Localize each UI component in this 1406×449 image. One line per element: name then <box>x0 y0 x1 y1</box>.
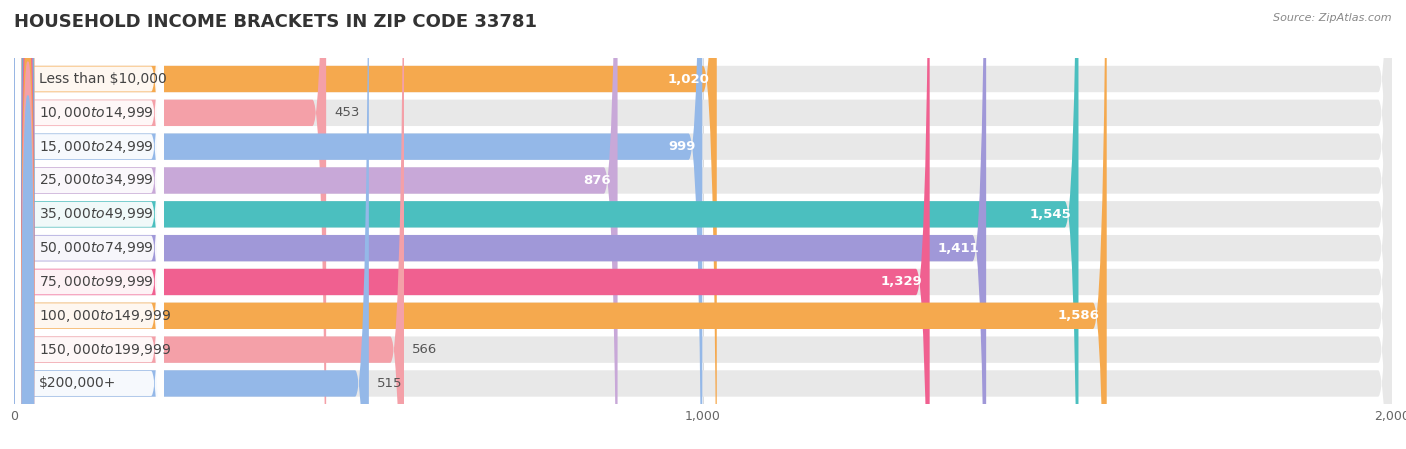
Text: 453: 453 <box>335 106 360 119</box>
FancyBboxPatch shape <box>15 0 163 449</box>
Text: 1,329: 1,329 <box>882 276 922 288</box>
FancyBboxPatch shape <box>14 0 1078 449</box>
Text: $100,000 to $149,999: $100,000 to $149,999 <box>39 308 172 324</box>
Text: 1,411: 1,411 <box>938 242 979 255</box>
FancyBboxPatch shape <box>14 0 1392 449</box>
Text: 566: 566 <box>412 343 437 356</box>
FancyBboxPatch shape <box>14 0 717 449</box>
Circle shape <box>22 96 34 449</box>
FancyBboxPatch shape <box>14 0 1392 449</box>
FancyBboxPatch shape <box>15 0 163 449</box>
Circle shape <box>22 0 34 366</box>
Circle shape <box>22 0 34 449</box>
Circle shape <box>22 0 34 401</box>
FancyBboxPatch shape <box>14 0 1392 449</box>
Text: 1,586: 1,586 <box>1057 309 1099 322</box>
FancyBboxPatch shape <box>15 0 163 449</box>
FancyBboxPatch shape <box>14 0 1392 449</box>
Circle shape <box>22 0 34 449</box>
Circle shape <box>22 0 34 434</box>
Circle shape <box>22 0 34 449</box>
Text: $35,000 to $49,999: $35,000 to $49,999 <box>39 207 153 222</box>
Text: Less than $10,000: Less than $10,000 <box>39 72 167 86</box>
Circle shape <box>22 28 34 449</box>
FancyBboxPatch shape <box>14 0 326 449</box>
FancyBboxPatch shape <box>15 0 163 449</box>
Text: HOUSEHOLD INCOME BRACKETS IN ZIP CODE 33781: HOUSEHOLD INCOME BRACKETS IN ZIP CODE 33… <box>14 13 537 31</box>
FancyBboxPatch shape <box>14 0 1392 449</box>
FancyBboxPatch shape <box>14 0 368 449</box>
FancyBboxPatch shape <box>14 0 1392 449</box>
FancyBboxPatch shape <box>14 0 1392 449</box>
Text: $50,000 to $74,999: $50,000 to $74,999 <box>39 240 153 256</box>
FancyBboxPatch shape <box>15 0 163 449</box>
FancyBboxPatch shape <box>15 0 163 449</box>
Text: 515: 515 <box>377 377 402 390</box>
FancyBboxPatch shape <box>14 0 1392 449</box>
FancyBboxPatch shape <box>14 0 986 449</box>
Text: $75,000 to $99,999: $75,000 to $99,999 <box>39 274 153 290</box>
FancyBboxPatch shape <box>15 0 163 449</box>
Text: Source: ZipAtlas.com: Source: ZipAtlas.com <box>1274 13 1392 23</box>
FancyBboxPatch shape <box>15 0 163 449</box>
FancyBboxPatch shape <box>14 0 929 449</box>
FancyBboxPatch shape <box>14 0 1392 449</box>
FancyBboxPatch shape <box>14 0 617 449</box>
FancyBboxPatch shape <box>14 0 1107 449</box>
FancyBboxPatch shape <box>14 0 703 449</box>
Text: $200,000+: $200,000+ <box>39 376 117 391</box>
Text: 1,020: 1,020 <box>668 72 710 85</box>
Text: 1,545: 1,545 <box>1029 208 1071 221</box>
Text: $25,000 to $34,999: $25,000 to $34,999 <box>39 172 153 189</box>
Text: $10,000 to $14,999: $10,000 to $14,999 <box>39 105 153 121</box>
Text: $150,000 to $199,999: $150,000 to $199,999 <box>39 342 172 358</box>
FancyBboxPatch shape <box>14 0 1392 449</box>
FancyBboxPatch shape <box>14 0 404 449</box>
Text: 876: 876 <box>583 174 610 187</box>
FancyBboxPatch shape <box>15 0 163 449</box>
Circle shape <box>22 0 34 449</box>
Text: 999: 999 <box>668 140 696 153</box>
Circle shape <box>22 62 34 449</box>
Text: $15,000 to $24,999: $15,000 to $24,999 <box>39 139 153 154</box>
FancyBboxPatch shape <box>15 0 163 449</box>
